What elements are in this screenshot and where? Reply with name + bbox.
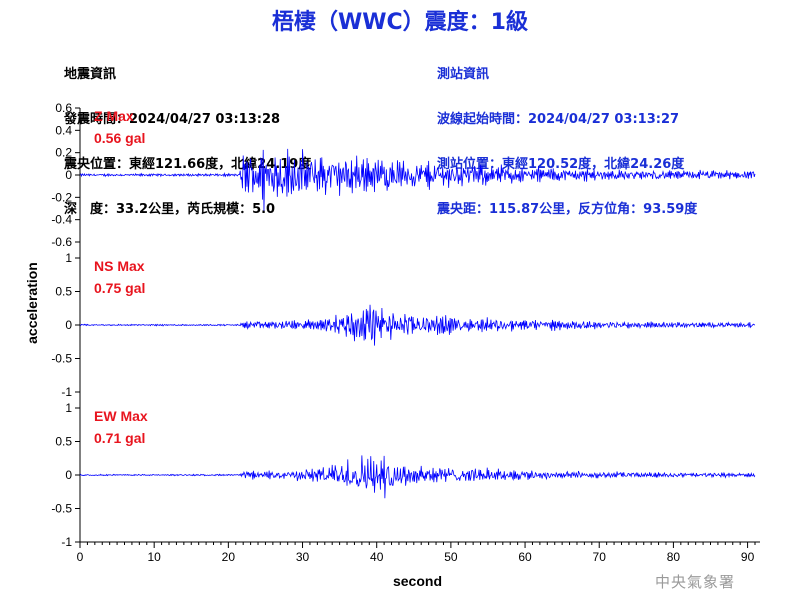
x-tick-label: 70	[593, 550, 607, 564]
depth-magnitude: 深 度：33.2公里，芮氏規模：5.0	[64, 202, 276, 217]
y-tick-label: 1	[65, 401, 72, 415]
x-tick-label: 10	[147, 550, 161, 564]
x-axis-title: second	[393, 573, 442, 589]
x-tick-label: 90	[741, 550, 755, 564]
earthquake-info-heading: 地震資訊	[64, 67, 117, 82]
x-tick-label: 40	[370, 550, 384, 564]
origin-time: 發震時間：2024/04/27 03:13:28	[64, 112, 281, 127]
earthquake-info: 地震資訊 發震時間：2024/04/27 03:13:28 震央位置：東經121…	[64, 37, 311, 232]
credit-label: 中央氣象署	[655, 573, 736, 591]
max-label-z: Z Max	[94, 108, 134, 124]
y-tick-label: 0.5	[55, 435, 72, 449]
max-label-ew: EW Max	[94, 408, 148, 424]
max-label-ns: NS Max	[94, 258, 145, 274]
trace-z	[79, 148, 756, 211]
x-tick-label: 50	[444, 550, 458, 564]
y-axis-title: acceleration	[24, 262, 40, 344]
y-tick-label: 0	[65, 468, 72, 482]
y-tick-label: -1	[61, 385, 72, 399]
x-tick-label: 20	[222, 550, 236, 564]
y-tick-label: -0.6	[51, 235, 72, 249]
station-info-heading: 測站資訊	[437, 67, 490, 82]
y-tick-label: -1	[61, 535, 72, 549]
trace-ns	[79, 304, 756, 346]
epicentral-distance: 震央距：115.87公里，反方位角：93.59度	[437, 202, 698, 217]
x-tick-label: 80	[667, 550, 681, 564]
y-tick-label: 0.6	[55, 101, 72, 115]
trace-ew	[79, 455, 756, 499]
x-tick-label: 60	[518, 550, 532, 564]
y-tick-label: 1	[65, 251, 72, 265]
wave-start-time: 波線起始時間：2024/04/27 03:13:27	[437, 112, 680, 127]
max-value-z: 0.56 gal	[94, 130, 145, 146]
panel-ns: -1 -0.5 0 0.5 1 NS Max 0.75 gal	[51, 251, 756, 399]
y-tick-label: -0.5	[51, 502, 72, 516]
y-tick-label: -0.4	[51, 213, 72, 227]
y-tick-label: -0.5	[51, 352, 72, 366]
max-value-ew: 0.71 gal	[94, 430, 145, 446]
panel-ew: -1 -0.5 0 0.5 1 EW Max 0.71 gal	[51, 401, 756, 549]
max-value-ns: 0.75 gal	[94, 280, 145, 296]
x-tick-label: 30	[296, 550, 310, 564]
station-location: 測站位置：東經120.52度，北緯24.26度	[437, 157, 685, 172]
y-tick-label: 0.5	[55, 285, 72, 299]
y-tick-label: 0.4	[55, 123, 72, 137]
y-tick-label: 0	[65, 318, 72, 332]
y-tick-label: -0.2	[51, 190, 72, 204]
chart-title: 梧棲（WWC）震度：1級	[272, 10, 528, 35]
station-info: 測站資訊 波線起始時間：2024/04/27 03:13:27 測站位置：東經1…	[437, 37, 697, 232]
y-tick-label: 0.2	[55, 146, 72, 160]
x-tick-label: 0	[77, 550, 84, 564]
y-tick-label: 0	[65, 168, 72, 182]
panel-z: -0.6 -0.4 -0.2 0 0.2 0.4 0.6 Z Max 0.56 gal	[51, 101, 756, 249]
